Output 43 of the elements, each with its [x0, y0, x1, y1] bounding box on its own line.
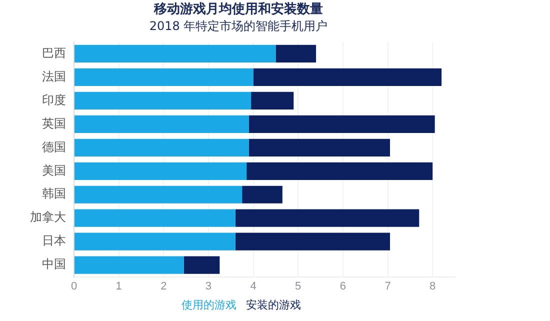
y-tick-label: 法国 [42, 69, 66, 84]
bar [74, 44, 276, 63]
bar [74, 138, 249, 156]
bar [248, 115, 435, 133]
x-tick-label: 4 [250, 280, 256, 292]
x-tick-label: 1 [116, 280, 122, 292]
y-tick-label: 美国 [42, 163, 66, 178]
bar [246, 162, 433, 180]
chart-subtitle: 2018 年特定市场的智能手机用户 [149, 18, 328, 33]
y-tick-label: 英国 [42, 116, 66, 130]
bar [276, 44, 316, 63]
bar [74, 256, 184, 274]
bar [242, 186, 282, 204]
x-tick-label: 0 [70, 280, 78, 292]
bar [74, 68, 254, 86]
bar [253, 68, 442, 86]
chart-title: 移动游戏月均使用和安装数量 [153, 1, 323, 18]
x-tick-label: 3 [205, 280, 212, 292]
bar [74, 186, 242, 204]
y-tick-label: 日本 [42, 234, 66, 248]
y-tick-label: 中国 [42, 257, 66, 272]
bar [184, 256, 220, 274]
x-tick-label: 8 [430, 280, 436, 292]
y-tick-label: 巴西 [42, 46, 66, 60]
bar [251, 92, 294, 110]
bar [248, 138, 390, 156]
bar [74, 209, 236, 227]
bar [74, 232, 236, 250]
y-tick-label: 韩国 [42, 186, 66, 201]
x-tick-label: 5 [295, 280, 302, 292]
x-tick-label: 2 [160, 280, 167, 292]
x-tick-label: 7 [384, 280, 391, 292]
y-tick-label: 德国 [42, 140, 66, 154]
bar [74, 162, 247, 180]
bar [235, 209, 420, 227]
x-tick-label: 6 [340, 280, 346, 292]
bar [235, 232, 390, 250]
text: 安装的游戏 [246, 298, 301, 312]
text: 使用的游戏 [182, 298, 236, 312]
bar [74, 115, 249, 133]
bar [74, 92, 252, 110]
y-tick-label: 印度 [42, 92, 66, 107]
y-tick-label: 加拿大 [30, 210, 66, 224]
